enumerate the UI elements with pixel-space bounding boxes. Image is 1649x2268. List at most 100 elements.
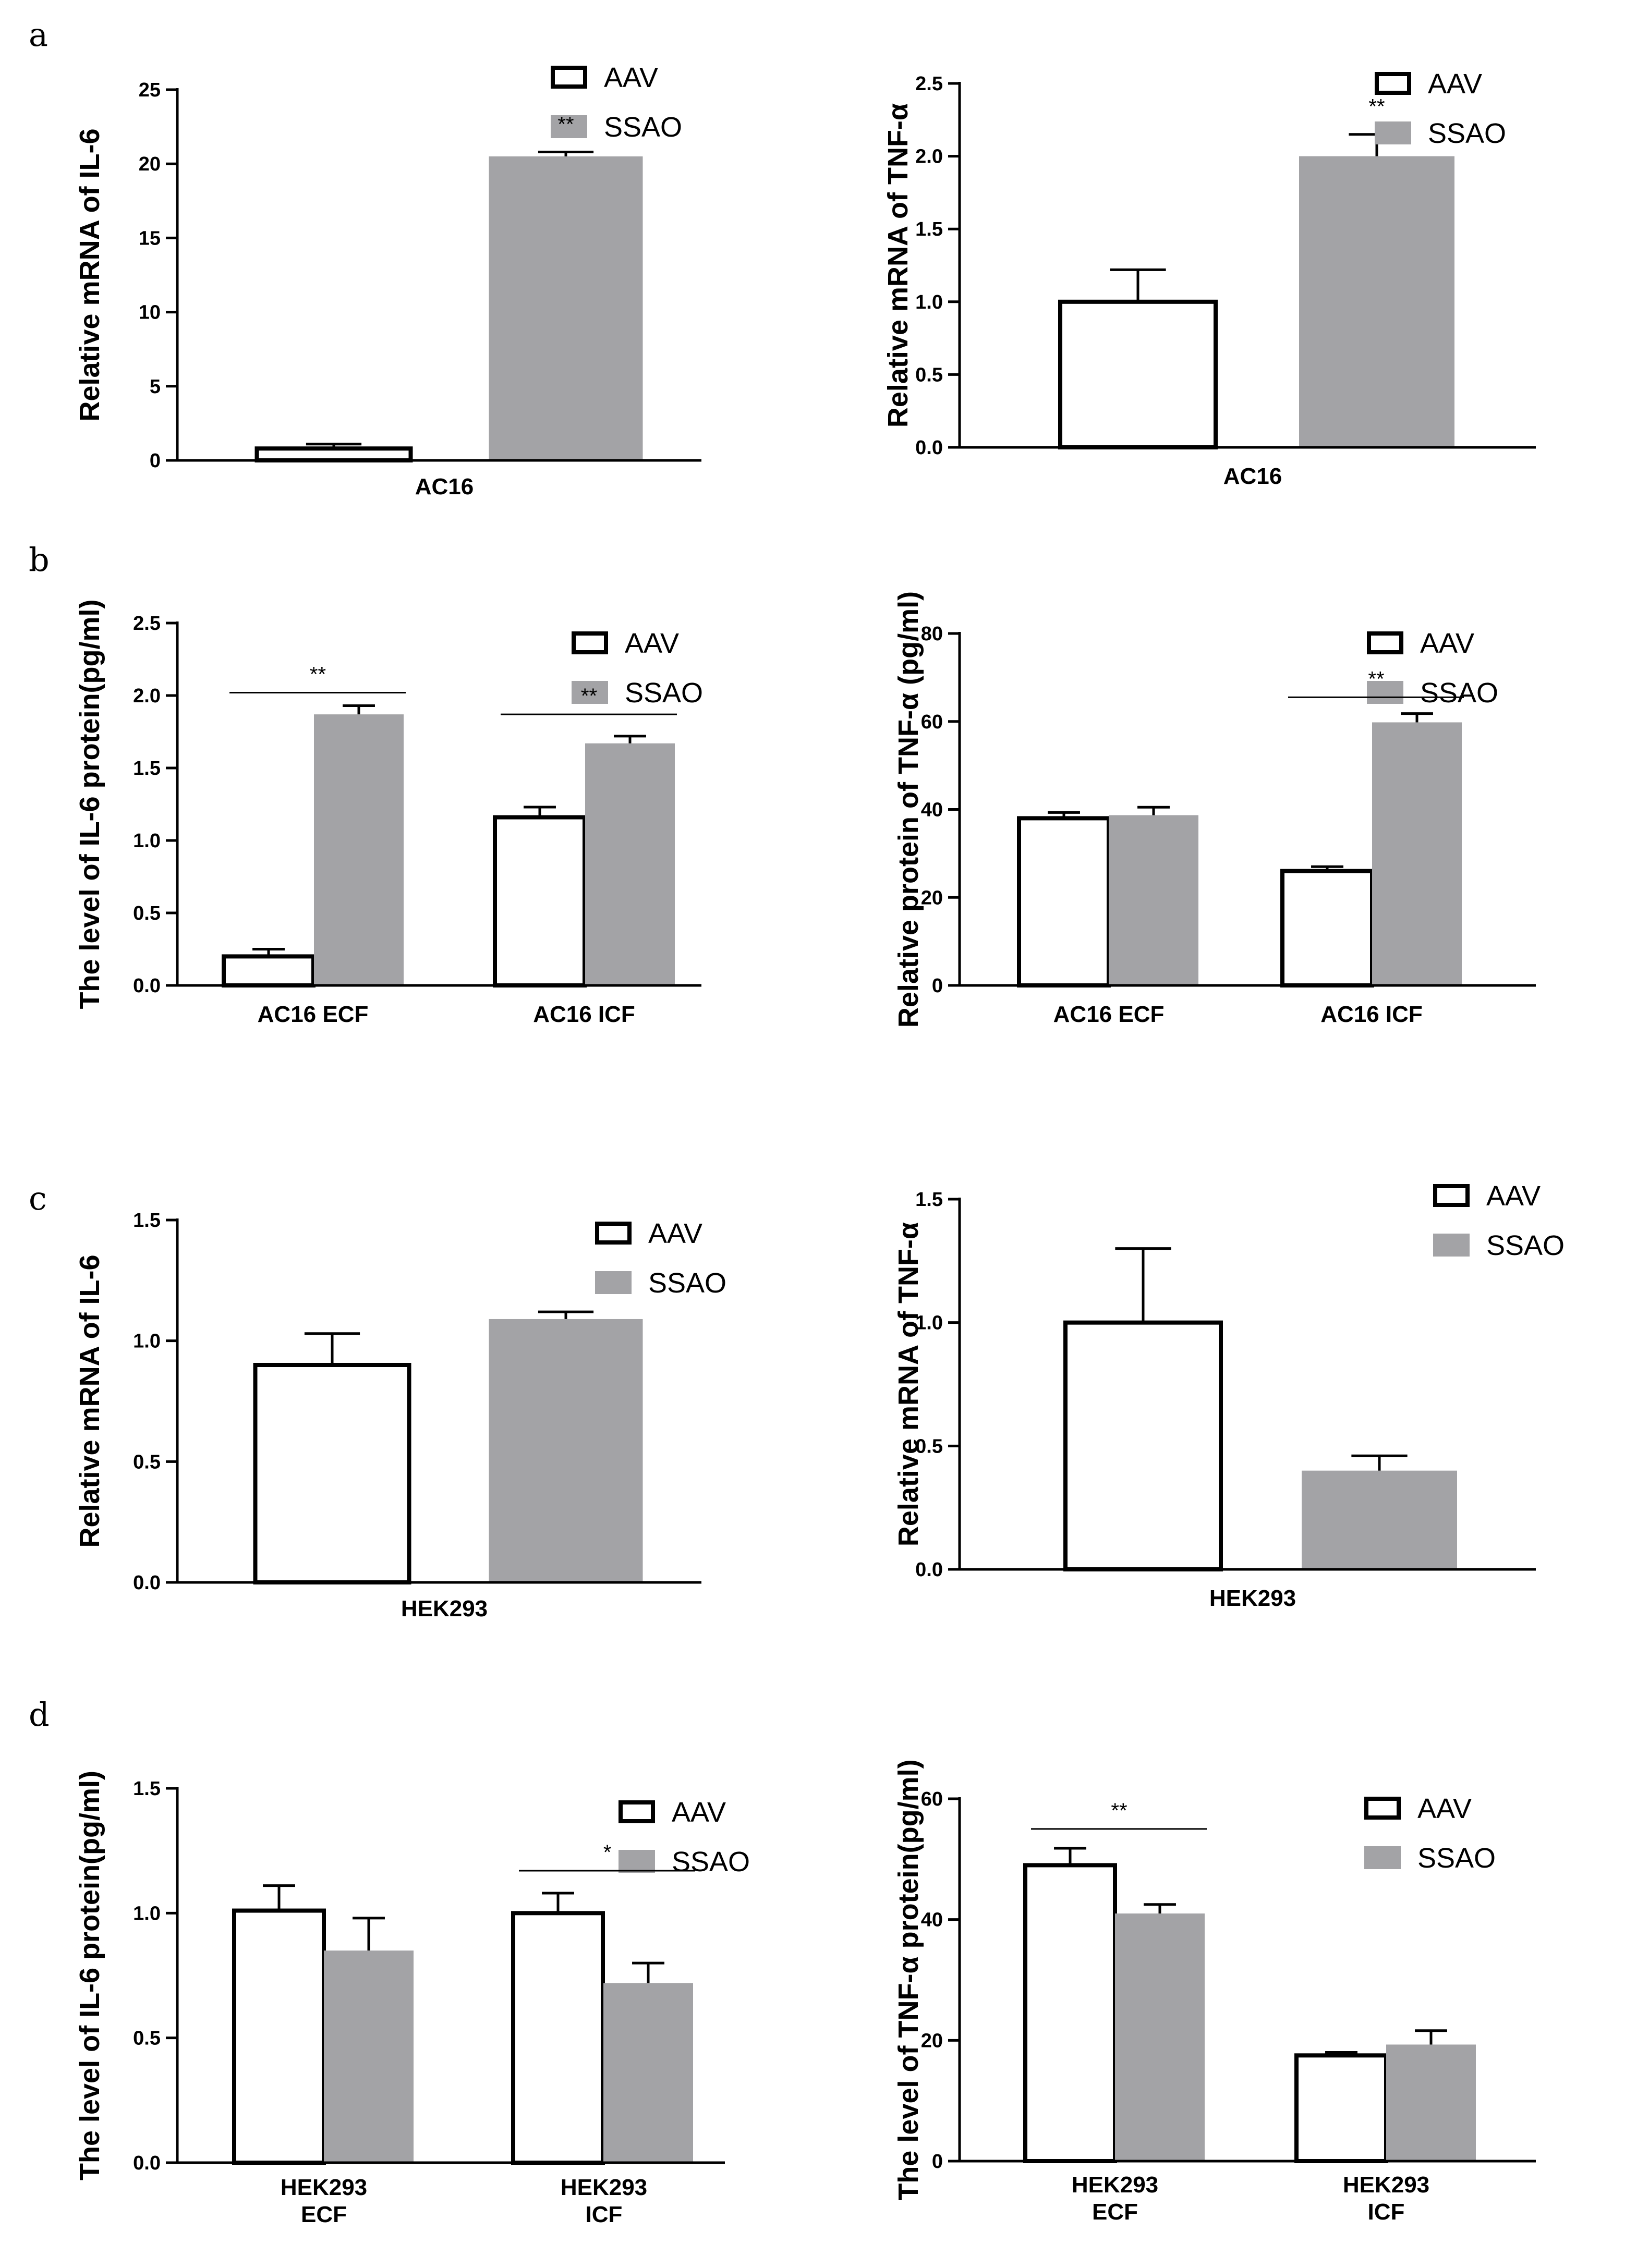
y-tick-label: 0 <box>932 975 943 997</box>
panel-label-b: b <box>29 541 50 579</box>
y-axis-label: Relative mRNA of IL-6 <box>74 128 105 421</box>
y-tick-label: 1.5 <box>133 1778 161 1800</box>
bar-ssao-0 <box>1109 815 1198 985</box>
chart-b_left: 0.0 0.5 1.0 1.5 2.0 2.5 AC16 ECF AC16 ICF The le… <box>74 599 703 1027</box>
chart-a_right: 0.0 0.5 1.0 1.5 2.0 2.5 AC16 Relative mRNA of T… <box>882 68 1536 489</box>
y-tick-label: 20 <box>139 153 161 175</box>
x-category-label: HEK293 <box>281 2175 367 2200</box>
y-tick-label: 2.5 <box>915 73 943 95</box>
y-tick-label: 0.0 <box>915 437 943 459</box>
y-tick-label: 5 <box>150 376 161 398</box>
x-category-label: ECF <box>301 2202 347 2227</box>
legend-swatch-ssao <box>595 1271 632 1294</box>
bar-aav-1 <box>511 1911 605 2165</box>
x-category-label: ICF <box>1368 2199 1405 2225</box>
bar-aav-0 <box>1017 816 1111 987</box>
legend-swatch-aav <box>595 1222 632 1245</box>
legend-label-ssao: SSAO <box>1417 1843 1496 1874</box>
bar-ssao-1 <box>1386 2044 1476 2161</box>
significance-marker: ** <box>1368 667 1384 690</box>
significance-marker: ** <box>557 113 574 136</box>
bar-ssao-0 <box>489 156 643 461</box>
y-tick-label: 1.5 <box>915 218 943 240</box>
chart-b_right: 0 20 40 60 80 AC16 ECF AC16 ICF Relative protei… <box>893 591 1536 1028</box>
chart-c_right: 0.0 0.5 1.0 1.5 HEK293 Relative mRNA of TNF-α… <box>893 1180 1565 1611</box>
x-category-label: HEK293 <box>401 1596 488 1621</box>
y-tick-label: 1.0 <box>133 1331 161 1352</box>
y-axis-label: The level of IL-6 protein(pg/ml) <box>74 599 105 1009</box>
panel-label-c: c <box>29 1179 47 1217</box>
chart-c_left: 0.0 0.5 1.0 1.5 HEK293 Relative mRNA of IL-6 A… <box>74 1210 726 1621</box>
bar-aav-0 <box>232 1908 326 2165</box>
legend-label-aav: AAV <box>1486 1180 1541 1212</box>
y-tick-label: 1.0 <box>133 1903 161 1924</box>
y-axis-label: The level of TNF-α protein(pg/ml) <box>893 1759 924 2200</box>
x-category-label: AC16 <box>415 474 474 499</box>
legend-label-ssao: SSAO <box>625 677 703 709</box>
bar-aav-0 <box>254 446 413 462</box>
y-tick-label: 1.5 <box>133 758 161 779</box>
x-category-label: ECF <box>1092 2199 1138 2225</box>
legend-swatch-ssao <box>1364 1846 1401 1869</box>
y-tick-label: 40 <box>921 1909 943 1931</box>
legend-swatch-aav <box>1364 1797 1401 1820</box>
y-tick-label: 25 <box>139 79 161 101</box>
x-category-label: AC16 ICF <box>533 1002 635 1027</box>
y-axis-label: Relative protein of TNF-α (pg/ml) <box>893 591 924 1028</box>
legend-swatch-aav <box>1433 1184 1470 1207</box>
x-category-label: AC16 <box>1223 464 1282 489</box>
legend-swatch-ssao <box>1433 1234 1470 1257</box>
bar-ssao-0 <box>489 1319 643 1582</box>
x-category-label: HEK293 <box>1343 2172 1429 2198</box>
significance-marker: * <box>603 1841 612 1864</box>
legend-label-aav: AAV <box>604 62 658 93</box>
significance-marker: ** <box>1111 1799 1127 1822</box>
bar-aav-1 <box>493 815 587 988</box>
y-tick-label: 1.0 <box>915 1312 943 1334</box>
significance-marker: ** <box>310 663 326 686</box>
legend-swatch-aav <box>619 1800 655 1823</box>
bar-aav-0 <box>1058 299 1218 449</box>
y-tick-label: 1.5 <box>915 1189 943 1211</box>
bar-ssao-0 <box>324 1950 414 2163</box>
legend-label-ssao: SSAO <box>1428 118 1506 149</box>
legend-swatch-ssao <box>1367 681 1403 704</box>
significance-marker: ** <box>581 685 597 708</box>
bar-aav-1 <box>1294 2053 1388 2164</box>
legend-swatch-ssao <box>551 115 587 138</box>
x-category-label: HEK293 <box>1072 2172 1158 2198</box>
y-tick-label: 10 <box>139 302 161 324</box>
legend-label-aav: AAV <box>1428 68 1482 100</box>
y-tick-label: 0.5 <box>133 1451 161 1473</box>
legend-label-aav: AAV <box>1420 628 1474 659</box>
bar-aav-0 <box>222 954 316 988</box>
bar-ssao-0 <box>314 714 404 985</box>
y-tick-label: 0.0 <box>133 2152 161 2174</box>
bar-aav-0 <box>253 1363 411 1584</box>
bar-ssao-1 <box>585 743 675 985</box>
y-tick-label: 0 <box>150 450 161 472</box>
legend-label-ssao: SSAO <box>604 112 682 143</box>
bar-aav-1 <box>1280 869 1374 987</box>
y-tick-label: 0 <box>932 2151 943 2173</box>
bar-ssao-1 <box>1372 722 1462 985</box>
legend-swatch-aav <box>1375 72 1411 95</box>
legend-label-aav: AAV <box>1417 1793 1472 1824</box>
legend-label-aav: AAV <box>672 1797 726 1828</box>
legend-label-ssao: SSAO <box>1486 1230 1565 1261</box>
bar-aav-0 <box>1063 1320 1223 1572</box>
bar-ssao-0 <box>1115 1913 1205 2161</box>
y-tick-label: 0.5 <box>915 1435 943 1457</box>
x-category-label: ICF <box>586 2202 623 2227</box>
y-tick-label: 2.0 <box>133 685 161 707</box>
y-tick-label: 0.0 <box>133 975 161 997</box>
y-tick-label: 0.0 <box>915 1559 943 1581</box>
legend-swatch-ssao <box>619 1850 655 1873</box>
x-category-label: HEK293 <box>1209 1586 1296 1611</box>
x-category-label: AC16 ECF <box>258 1002 369 1027</box>
charts-layer: 0 5 10 15 20 25 AC16 Relative mRNA of IL-6 AAV SS… <box>74 62 1565 2227</box>
legend-label-aav: AAV <box>625 628 679 659</box>
y-tick-label: 1.5 <box>133 1210 161 1231</box>
